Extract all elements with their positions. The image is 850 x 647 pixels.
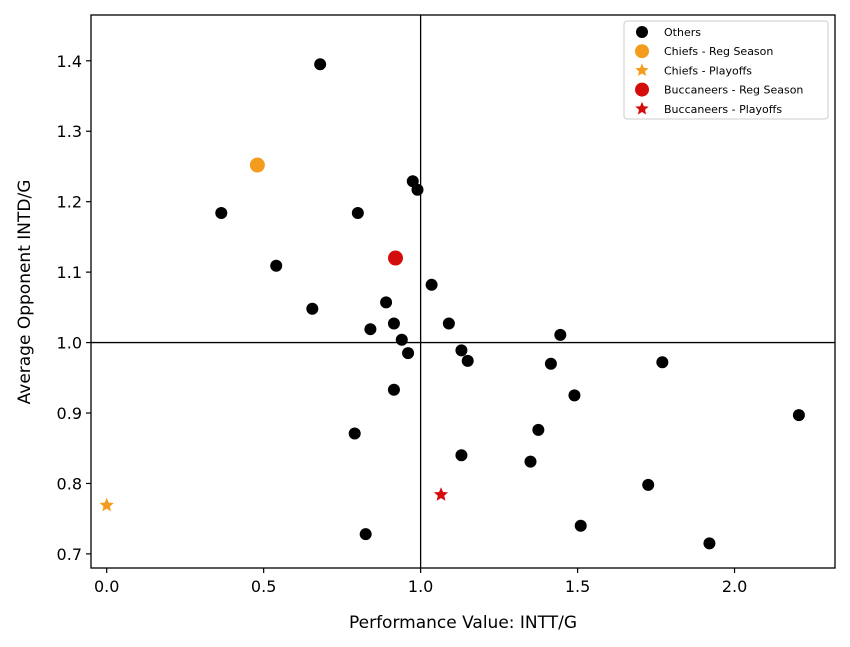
data-point [306,302,319,315]
legend-marker [635,63,649,77]
legend: Others Chiefs - Reg Season Chiefs - Playof… [623,20,829,120]
x-tick-label: 2.0 [722,577,747,596]
axis-ticks: 0.0 0.5 1.0 1.5 2.0 0.7 0.8 0.9 1.0 1.1 1.2 1.3 1.4 [57,52,748,596]
plot-area [90,14,836,569]
legend-entry: Chiefs - Reg Season [664,45,773,58]
x-tick-label: 1.5 [565,577,590,596]
legend-entry: Others [664,26,701,39]
data-point [388,250,404,266]
data-point [348,427,361,440]
data-point [524,455,537,468]
y-tick-label: 1.1 [57,263,82,282]
data-point [387,317,400,330]
data-point [455,449,468,462]
data-point [99,497,114,512]
data-point [544,357,557,370]
data-point [656,356,669,369]
data-point [380,296,393,309]
x-tick-label: 0.5 [251,577,276,596]
data-point [642,478,655,491]
data-point [411,183,424,196]
data-point [364,323,377,336]
legend-entry: Chiefs - Playoffs [664,64,752,77]
y-tick-label: 1.0 [57,334,82,353]
data-point [270,259,283,272]
y-tick-label: 1.4 [57,52,82,71]
data-point [314,58,327,71]
y-tick-label: 0.7 [57,545,82,564]
plot-frame [90,14,836,569]
x-tick-label: 1.0 [408,577,433,596]
y-tick-label: 1.2 [57,193,82,212]
legend-marker [635,44,649,59]
data-point [215,206,228,219]
data-point [395,333,408,346]
y-tick-label: 0.9 [57,404,82,423]
y-tick-label: 1.3 [57,122,82,141]
y-tick-label: 0.8 [57,474,82,493]
data-point [442,317,455,330]
legend-marker [635,82,649,97]
data-point [433,487,449,501]
legend-box [623,20,829,120]
data-point [532,423,545,436]
data-point [554,328,567,341]
legend-marker [635,101,649,115]
legend-entry: Buccaneers - Playoffs [664,103,782,116]
data-point [455,344,468,357]
data-point [359,528,372,541]
legend-marker [636,26,648,38]
x-tick-label: 0.0 [94,577,119,596]
data-point [402,347,415,360]
data-point [249,157,265,173]
legend-entry: Buccaneers - Reg Season [664,84,803,97]
data-point [574,519,587,532]
data-point [568,389,581,402]
data-point [461,354,474,367]
data-point [425,278,438,291]
data-point [351,206,364,219]
x-axis-label: Performance Value: INTT/G [349,613,577,633]
data-point [387,383,400,396]
data-point [792,409,805,422]
y-axis-label: Average Opponent INTD/G [15,180,35,405]
data-point [703,537,716,550]
